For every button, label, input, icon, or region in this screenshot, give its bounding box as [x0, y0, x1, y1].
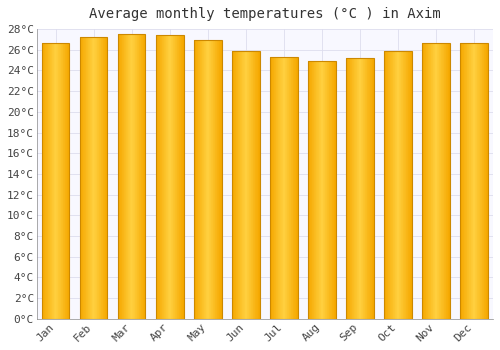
Bar: [384, 51, 411, 319]
Bar: [308, 61, 336, 319]
Bar: [42, 42, 70, 319]
Title: Average monthly temperatures (°C ) in Axim: Average monthly temperatures (°C ) in Ax…: [89, 7, 441, 21]
Bar: [194, 41, 222, 319]
Bar: [80, 37, 108, 319]
Bar: [270, 57, 297, 319]
Bar: [346, 58, 374, 319]
Bar: [118, 34, 146, 319]
Bar: [422, 42, 450, 319]
Bar: [460, 42, 487, 319]
Bar: [232, 51, 260, 319]
Bar: [156, 35, 184, 319]
